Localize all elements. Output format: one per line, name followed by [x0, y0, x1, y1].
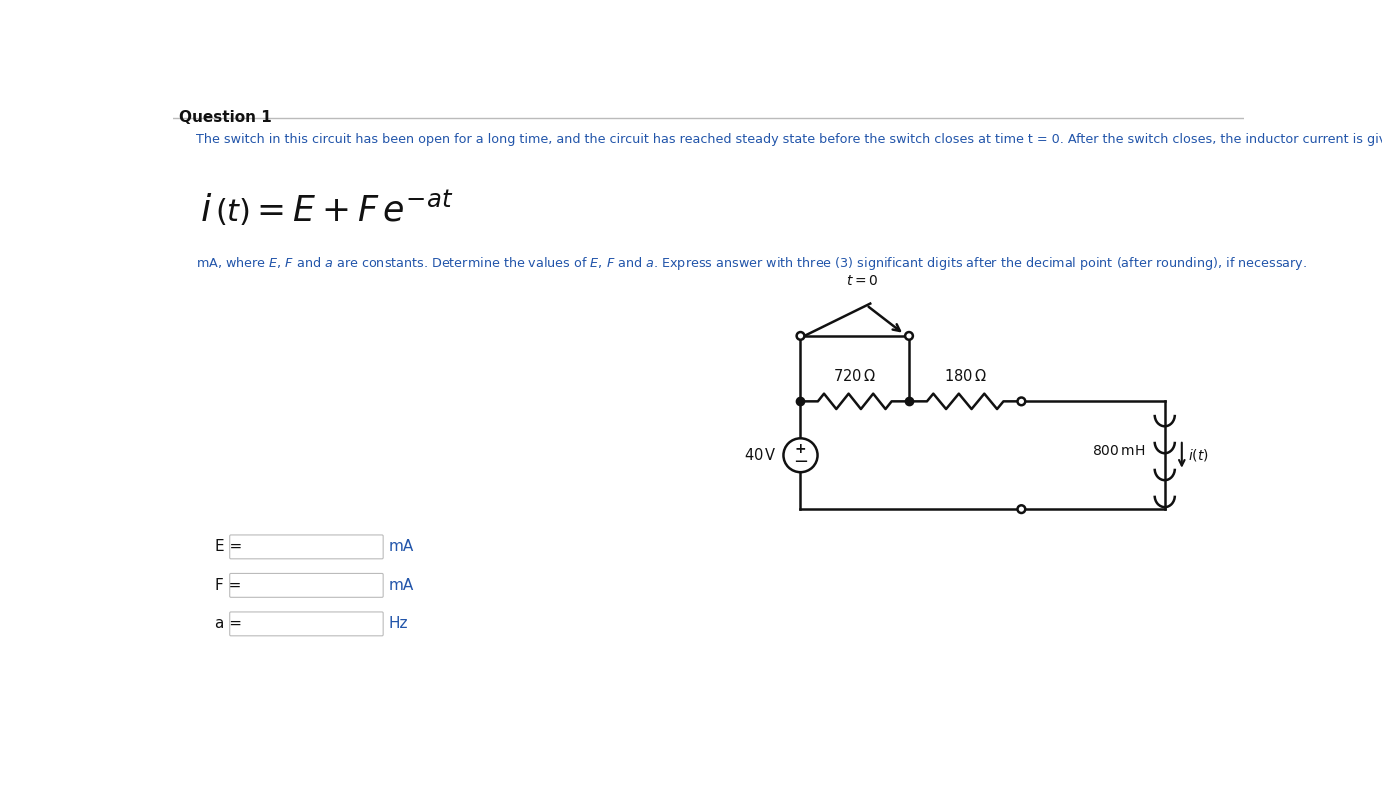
Text: mA: mA — [388, 539, 413, 554]
Text: mA, where $\mathit{E}$, $\mathit{F}$ and $\mathit{a}$ are constants. Determine t: mA, where $\mathit{E}$, $\mathit{F}$ and… — [196, 255, 1307, 272]
Text: F =: F = — [216, 578, 242, 593]
Text: mA: mA — [388, 578, 413, 593]
Circle shape — [1017, 398, 1025, 405]
FancyBboxPatch shape — [229, 535, 383, 559]
Circle shape — [905, 332, 914, 339]
Text: $\mathit{i}$: $\mathit{i}$ — [200, 193, 211, 229]
Text: Hz: Hz — [388, 616, 408, 631]
Text: −: − — [793, 453, 808, 471]
FancyBboxPatch shape — [229, 573, 383, 597]
Circle shape — [784, 438, 818, 472]
Text: The switch in this circuit has been open for a long time, and the circuit has re: The switch in this circuit has been open… — [196, 133, 1382, 146]
Text: $40\,\mathrm{V}$: $40\,\mathrm{V}$ — [745, 447, 777, 463]
FancyBboxPatch shape — [229, 612, 383, 636]
Text: Question 1: Question 1 — [178, 109, 272, 125]
Text: $t=0$: $t=0$ — [846, 274, 879, 288]
Text: $\mathit{(t)}$: $\mathit{(t)}$ — [214, 196, 250, 227]
Text: E =: E = — [216, 539, 243, 554]
Circle shape — [1017, 505, 1025, 513]
Text: $i(t)$: $i(t)$ — [1189, 447, 1209, 463]
Text: $800\,\mathrm{mH}$: $800\,\mathrm{mH}$ — [1092, 445, 1146, 458]
Text: $= E + F\,e^{-at}$: $= E + F\,e^{-at}$ — [250, 194, 453, 229]
Text: $720\,\Omega$: $720\,\Omega$ — [833, 369, 876, 385]
Circle shape — [796, 332, 804, 339]
Text: +: + — [795, 442, 806, 456]
Text: $180\,\Omega$: $180\,\Omega$ — [944, 369, 987, 385]
Text: a =: a = — [216, 616, 242, 631]
